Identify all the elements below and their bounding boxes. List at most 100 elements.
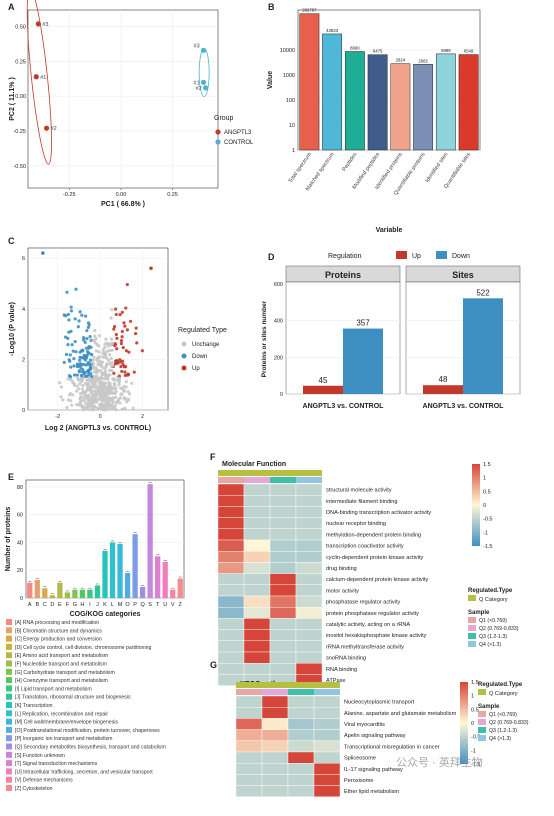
heatmap-cell xyxy=(217,584,245,597)
panel-label-b: B xyxy=(268,2,275,12)
heatmap-cell xyxy=(261,729,289,741)
heatmap-cell xyxy=(243,651,271,664)
volcano-point xyxy=(119,339,124,343)
volcano-point xyxy=(113,342,118,346)
volcano-point xyxy=(103,381,108,385)
facet-strip-title: Sites xyxy=(452,270,474,280)
heatmap-cell xyxy=(243,607,271,619)
cog-bar xyxy=(109,542,116,598)
bar-b-value-label: 6475 xyxy=(373,49,383,54)
volcano-point xyxy=(122,397,126,401)
pca-y-tick-label: -0.25 xyxy=(13,129,26,135)
heatmap-cell xyxy=(313,740,341,753)
bar-b-value-label: 6549 xyxy=(464,49,474,54)
heatmap-row-label: methylation-dependent protein binding xyxy=(326,532,421,538)
volcano-point xyxy=(110,348,114,352)
cog-x-tick-label: F xyxy=(66,602,70,608)
volcano-point xyxy=(94,379,99,383)
bar-b-value-label: 6988 xyxy=(441,48,451,53)
bar-b-value-label: 2682 xyxy=(418,58,428,63)
cog-bar xyxy=(147,484,153,598)
heatmap-scale-tick-label: -1.5 xyxy=(483,544,492,550)
cog-legend-swatch xyxy=(6,735,12,742)
volcano-legend-swatch xyxy=(181,365,187,371)
cog-legend-label: [F] Nucleotide transport and metabolism xyxy=(15,662,107,668)
facet-y-tick-label: 400 xyxy=(274,319,283,325)
heatmap-cell xyxy=(295,584,323,597)
volcano-point xyxy=(98,403,102,407)
heatmap-color-scale xyxy=(472,464,480,546)
heatmap-row-label: Peroxisome xyxy=(344,778,374,784)
volcano-point xyxy=(99,405,103,410)
volcano-point xyxy=(95,359,99,363)
volcano-point xyxy=(93,328,97,333)
volcano-point xyxy=(113,362,118,366)
volcano-point xyxy=(76,376,80,380)
heatmap-cell xyxy=(235,774,263,786)
heatmap-cell xyxy=(217,506,245,518)
cog-legend-label: [P] Inorganic ion transport and metaboli… xyxy=(15,736,112,742)
volcano-point xyxy=(108,382,112,386)
volcano-point xyxy=(88,367,93,371)
cog-bar xyxy=(162,561,168,598)
heatmap-cell xyxy=(295,528,323,541)
volcano-point xyxy=(72,373,77,377)
volcano-point xyxy=(92,355,96,359)
volcano-point xyxy=(74,389,79,393)
volcano-legend-swatch xyxy=(181,353,187,359)
cog-bar xyxy=(117,543,123,598)
volcano-legend-label: Unchange xyxy=(192,342,220,348)
bar-b-x-tick-label: Peptides xyxy=(341,152,358,173)
cog-x-tick-label: J xyxy=(96,602,99,608)
heatmap-legend-label: Q Category xyxy=(489,691,518,697)
cog-legend-swatch xyxy=(6,619,12,625)
heatmap-cell xyxy=(269,573,297,585)
heatmap-scale-tick-label: 1 xyxy=(471,694,474,700)
volcano-point xyxy=(85,378,89,382)
heatmap-cell xyxy=(243,618,271,630)
heatmap-cell xyxy=(269,483,297,496)
volcano-point xyxy=(90,360,95,364)
volcano-point xyxy=(84,346,89,350)
volcano-point xyxy=(105,401,109,405)
heatmap-cell xyxy=(243,573,271,585)
pca-point xyxy=(200,47,207,53)
heatmap-cell xyxy=(287,740,315,753)
heatmap-cell xyxy=(269,539,297,552)
volcano-point xyxy=(79,373,84,378)
heatmap-cell xyxy=(217,663,245,675)
heatmap-scale-tick-label: 0 xyxy=(471,721,474,727)
heatmap-cell xyxy=(313,695,341,708)
regulation-legend-label-up: Up xyxy=(412,253,421,260)
pca-y-axis-label: PC2 ( 11.1% ) xyxy=(9,77,16,121)
cog-x-tick-label: A xyxy=(28,602,32,608)
volcano-point xyxy=(96,385,100,389)
volcano-point xyxy=(110,385,115,389)
volcano-point xyxy=(114,395,118,399)
cog-bar xyxy=(102,550,108,598)
volcano-legend-title: Regulated Type xyxy=(178,327,227,334)
pca-x-tick-label: 0.00 xyxy=(116,192,127,198)
volcano-y-tick-label: 4 xyxy=(22,307,25,313)
cog-bar xyxy=(139,586,146,598)
heatmap-legend-swatch xyxy=(468,625,476,631)
bar-b-y-tick-label: 1 xyxy=(292,148,295,154)
volcano-point xyxy=(104,386,108,390)
volcano-point xyxy=(81,404,86,409)
volcano-point xyxy=(66,377,70,381)
heatmap-cell xyxy=(269,562,297,574)
volcano-point xyxy=(130,381,134,385)
volcano-point xyxy=(81,408,85,412)
heatmap-cell xyxy=(295,517,323,529)
heatmap-legend-label: Q4 (>1.3) xyxy=(479,642,501,648)
panel-label-g: G xyxy=(210,660,217,670)
volcano-point xyxy=(110,364,115,368)
cog-x-tick-label: Q xyxy=(140,602,145,608)
volcano-point xyxy=(58,381,62,385)
pca-legend-swatch xyxy=(215,139,221,145)
heatmap-cell xyxy=(295,640,323,653)
heatmap-scale-tick-label: -0.5 xyxy=(471,735,480,741)
volcano-point xyxy=(113,404,117,408)
volcano-point xyxy=(110,308,114,312)
volcano-point xyxy=(65,290,69,294)
